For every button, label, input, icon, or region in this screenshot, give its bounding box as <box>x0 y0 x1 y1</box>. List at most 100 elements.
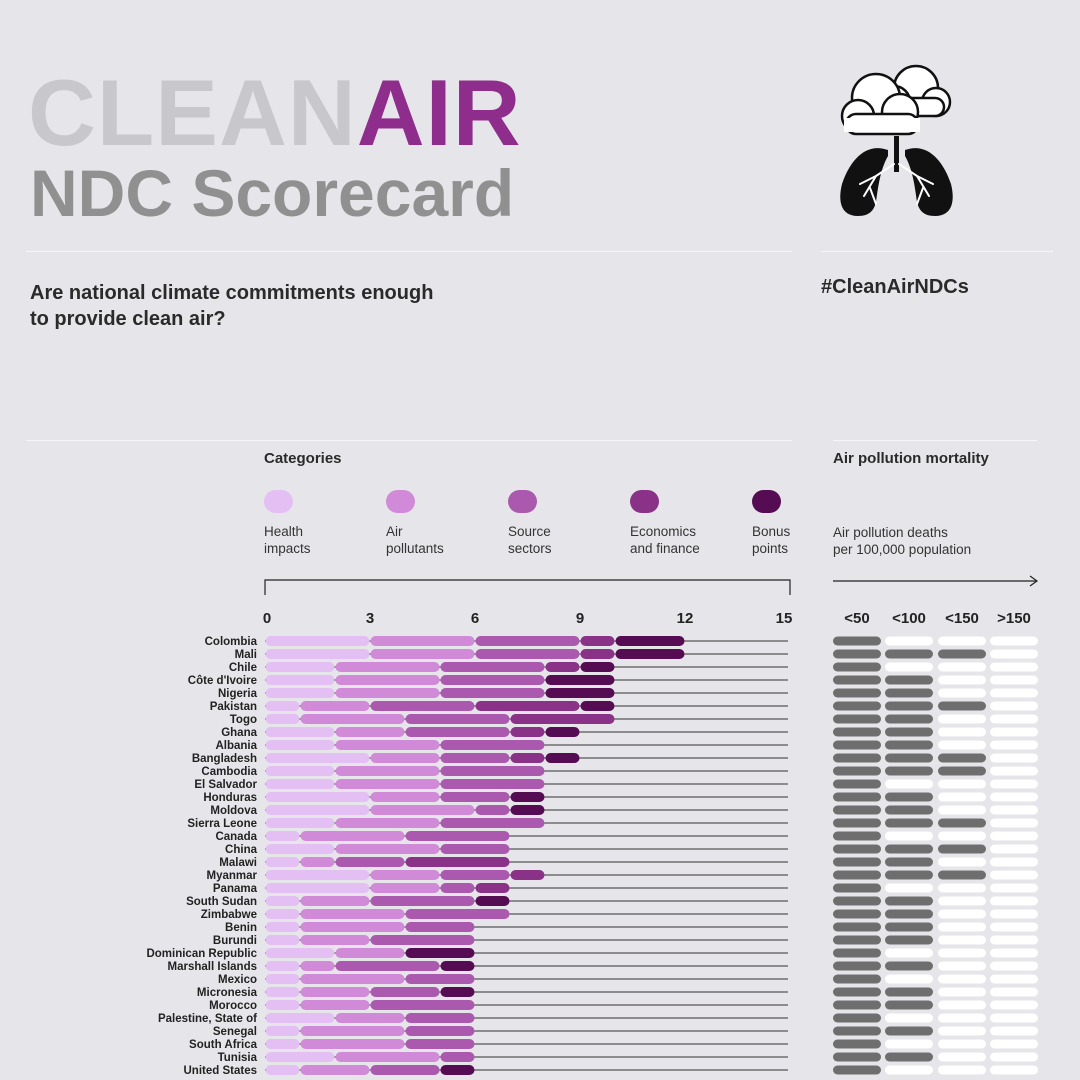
bar-segment <box>300 1000 370 1010</box>
bar-segment <box>370 883 440 893</box>
mortality-pill <box>990 1039 1038 1049</box>
bar-segment <box>265 1013 335 1023</box>
question-text: Are national climate commitments enough … <box>30 282 434 330</box>
mortality-pill <box>990 844 1038 854</box>
country-label: Colombia <box>205 636 258 648</box>
bar-segment <box>265 805 370 815</box>
bar-segment <box>265 857 300 867</box>
bar-segment <box>580 701 615 711</box>
bar-segment <box>335 675 440 685</box>
bar-segment <box>300 922 405 932</box>
bar-segment <box>265 792 370 802</box>
section-divider-right <box>833 440 1037 441</box>
bar-segment <box>265 831 300 841</box>
bar-segment <box>370 1000 475 1010</box>
bar-segment <box>510 727 545 737</box>
bar-segment <box>265 675 335 685</box>
legend-item-bonus: Bonus points <box>752 490 812 557</box>
mortality-pill <box>833 766 881 776</box>
country-label: Benin <box>225 922 257 934</box>
bar-segment <box>300 909 405 919</box>
mortality-pill <box>938 1065 986 1075</box>
mortality-pill <box>885 688 933 698</box>
mortality-header-label: <150 <box>945 610 979 627</box>
mortality-pill <box>990 870 1038 880</box>
bar-segment <box>265 974 300 984</box>
country-label: Bangladesh <box>192 753 257 765</box>
country-label: Marshall Islands <box>168 961 257 973</box>
bar-segment <box>370 805 475 815</box>
bar-segment <box>265 883 370 893</box>
bar-segment <box>265 1039 300 1049</box>
categories-title: Categories <box>264 450 342 467</box>
mortality-pill <box>938 896 986 906</box>
mortality-header-label: <50 <box>844 610 869 627</box>
mortality-pill <box>938 909 986 919</box>
title-air: AIR <box>356 60 522 165</box>
bar-segment <box>440 662 545 672</box>
mortality-arrow-head <box>1029 575 1039 587</box>
country-label: Honduras <box>203 792 257 804</box>
bar-segment <box>545 753 580 763</box>
mortality-pill <box>990 1065 1038 1075</box>
mortality-pill <box>885 675 933 685</box>
mortality-pill <box>833 883 881 893</box>
bar-segment <box>300 987 370 997</box>
bar-segment <box>405 974 475 984</box>
mortality-pill <box>833 1013 881 1023</box>
mortality-pill <box>938 675 986 685</box>
mortality-pill <box>990 766 1038 776</box>
bar-segment <box>300 1039 405 1049</box>
bar-segment <box>405 1039 475 1049</box>
bar-segment <box>335 662 440 672</box>
bar-segment <box>300 1026 405 1036</box>
header-divider-left <box>26 251 792 252</box>
bar-segment <box>265 935 300 945</box>
bar-segment <box>615 649 685 659</box>
bar-segment <box>440 766 545 776</box>
bar-segment <box>510 870 545 880</box>
mortality-pill <box>938 961 986 971</box>
bar-segment <box>475 896 510 906</box>
mortality-pill <box>833 1039 881 1049</box>
mortality-pill <box>885 701 933 711</box>
country-label: Nigeria <box>218 688 258 700</box>
bar-segment <box>440 987 475 997</box>
bar-segment <box>335 1052 440 1062</box>
mortality-pill <box>833 753 881 763</box>
mortality-description: Air pollution deaths per 100,000 populat… <box>833 525 972 557</box>
mortality-pill <box>990 714 1038 724</box>
bar-segment <box>510 792 545 802</box>
mortality-pill <box>885 844 933 854</box>
mortality-pill <box>885 1026 933 1036</box>
bar-segment <box>300 701 370 711</box>
bar-segment <box>370 636 475 646</box>
mortality-pill <box>833 688 881 698</box>
bar-segment <box>440 1065 475 1075</box>
bar-segment <box>265 909 300 919</box>
bar-segment <box>405 857 510 867</box>
bar-segment <box>370 1065 440 1075</box>
bar-segment <box>265 818 335 828</box>
bar-segment <box>300 961 335 971</box>
mortality-pill <box>990 688 1038 698</box>
mortality-pill <box>938 1039 986 1049</box>
mortality-pill <box>990 1026 1038 1036</box>
mortality-pill <box>938 1013 986 1023</box>
country-label: Sierra Leone <box>187 818 257 830</box>
header-divider-right <box>821 251 1053 252</box>
bar-segment <box>265 766 335 776</box>
legend-label-sectors: Source sectors <box>508 524 552 556</box>
mortality-pill <box>938 948 986 958</box>
x-tick-label: 3 <box>366 610 374 627</box>
bar-segment <box>265 870 370 880</box>
mortality-pill <box>990 649 1038 659</box>
section-divider-left <box>26 440 792 441</box>
bar-segment <box>265 922 300 932</box>
mortality-pill <box>833 805 881 815</box>
mortality-pill <box>990 857 1038 867</box>
bar-segment <box>370 792 440 802</box>
mortality-pill <box>885 753 933 763</box>
mortality-header-label: <100 <box>892 610 926 627</box>
mortality-pill <box>885 1052 933 1062</box>
